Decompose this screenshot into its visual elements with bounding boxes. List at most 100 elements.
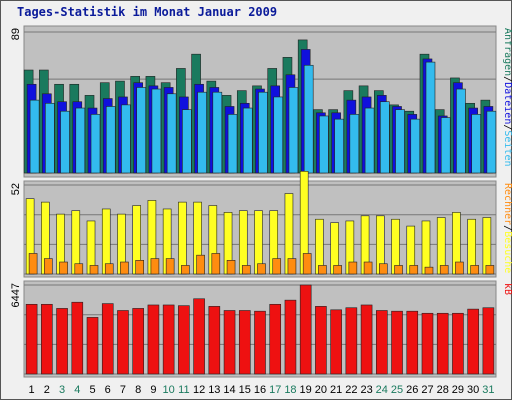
x-tick-label-day-22: 22 <box>345 384 357 396</box>
x-tick-label-day-1: 1 <box>29 384 35 396</box>
bar-seiten-day-16 <box>258 91 268 174</box>
bar-kb-day-28 <box>436 312 449 375</box>
bar-rechner-day-26 <box>409 265 419 275</box>
bar-rechner-day-4 <box>74 263 84 275</box>
bar-seiten-day-27 <box>425 61 436 174</box>
bottom-ymax-label: 6447 <box>10 283 22 307</box>
x-tick-label-day-5: 5 <box>89 384 95 396</box>
bar-seiten-day-3 <box>60 110 70 174</box>
legend-entry: Dateien <box>502 82 512 124</box>
bar-seiten-day-8 <box>136 87 146 174</box>
bar-rechner-day-7 <box>120 261 129 275</box>
bar-rechner-day-29 <box>455 261 464 275</box>
bar-seiten-day-5 <box>90 114 101 174</box>
bar-seiten-day-30 <box>471 114 481 174</box>
bar-kb-day-21 <box>330 309 342 375</box>
bar-kb-day-29 <box>452 312 464 375</box>
bar-rechner-day-18 <box>287 258 297 275</box>
bar-rechner-day-12 <box>196 254 205 275</box>
bar-seiten-day-18 <box>288 87 299 174</box>
x-tick-label-day-11: 11 <box>178 384 189 396</box>
bar-seiten-day-23 <box>364 107 375 174</box>
bar-rechner-day-22 <box>348 261 358 275</box>
bar-rechner-day-24 <box>379 263 388 275</box>
legend-entry: / <box>502 76 512 82</box>
bar-besuche-day-15 <box>238 210 248 275</box>
bar-rechner-day-6 <box>104 263 114 275</box>
top-ymax-label: 89 <box>10 28 22 40</box>
bar-kb-day-19 <box>299 284 312 375</box>
bar-rechner-day-27 <box>424 266 434 275</box>
legend-entry: / <box>502 124 512 130</box>
bar-kb-day-27 <box>421 312 434 375</box>
bar-kb-day-24 <box>376 310 388 375</box>
bar-kb-day-6 <box>101 303 114 375</box>
x-tick-label-day-28: 28 <box>437 384 449 396</box>
bar-kb-day-4 <box>71 301 84 375</box>
legend-entry: Rechner <box>502 183 512 225</box>
x-tick-label-day-2: 2 <box>44 384 50 396</box>
bar-rechner-day-14 <box>226 260 236 275</box>
bar-rechner-day-5 <box>89 265 99 275</box>
bar-rechner-day-10 <box>165 258 175 275</box>
bar-besuche-day-27 <box>421 220 431 275</box>
bar-kb-day-8 <box>132 308 144 375</box>
bar-rechner-day-21 <box>333 265 342 275</box>
bar-rechner-day-16 <box>257 263 266 275</box>
bar-kb-day-18 <box>284 299 297 375</box>
bar-seiten-day-12 <box>197 91 207 174</box>
bar-seiten-day-29 <box>456 88 466 174</box>
bar-seiten-day-4 <box>75 107 86 174</box>
x-tick-label-day-8: 8 <box>135 384 141 396</box>
x-tick-label-day-10: 10 <box>163 384 175 396</box>
bar-seiten-day-21 <box>334 118 344 174</box>
bar-kb-day-31 <box>482 307 495 375</box>
x-tick-label-day-18: 18 <box>284 384 296 396</box>
bar-rechner-day-23 <box>363 261 373 275</box>
x-tick-label-day-20: 20 <box>315 384 327 396</box>
bar-seiten-day-13 <box>212 91 223 174</box>
x-tick-label-day-13: 13 <box>208 384 220 396</box>
bar-seiten-day-22 <box>349 114 360 174</box>
bar-seiten-day-11 <box>182 109 192 174</box>
bar-kb-day-2 <box>41 303 53 375</box>
bar-seiten-day-6 <box>105 106 116 174</box>
bar-rechner-day-13 <box>211 253 221 275</box>
bar-rechner-day-19 <box>302 253 312 275</box>
bar-kb-day-20 <box>315 306 327 375</box>
bar-rechner-day-28 <box>439 265 449 275</box>
bar-kb-day-7 <box>117 310 129 375</box>
bar-rechner-day-31 <box>485 265 495 275</box>
bar-rechner-day-25 <box>394 265 403 275</box>
bar-rechner-day-15 <box>241 265 251 275</box>
x-tick-label-day-14: 14 <box>223 384 235 396</box>
legend-entry: Anfragen <box>502 28 512 76</box>
legend-entry: / <box>502 225 512 231</box>
x-tick-label-day-24: 24 <box>376 384 388 396</box>
x-tick-label-day-19: 19 <box>300 384 312 396</box>
bar-kb-day-23 <box>360 304 373 375</box>
bar-seiten-day-1 <box>29 99 40 174</box>
legend-entry: kB <box>502 283 512 295</box>
bar-rechner-day-20 <box>318 265 327 275</box>
x-tick-label-day-27: 27 <box>421 384 433 396</box>
bar-kb-day-13 <box>208 306 221 375</box>
bar-rechner-day-17 <box>272 258 282 275</box>
bar-seiten-day-31 <box>486 110 497 174</box>
x-tick-label-day-15: 15 <box>239 384 251 396</box>
x-tick-label-day-17: 17 <box>269 384 281 396</box>
bar-besuche-day-11 <box>178 201 187 275</box>
middle-legend: Rechner/Besuche <box>502 183 512 273</box>
bar-seiten-day-19 <box>303 64 314 174</box>
bar-kb-day-26 <box>406 310 419 375</box>
bar-kb-day-11 <box>178 305 190 375</box>
chart-title: Tages-Statistik im Monat Januar 2009 <box>17 5 278 19</box>
x-tick-label-day-6: 6 <box>105 384 111 396</box>
bar-rechner-day-11 <box>181 265 190 275</box>
bar-rechner-day-3 <box>59 261 68 275</box>
x-tick-label-day-26: 26 <box>406 384 418 396</box>
x-tick-label-day-3: 3 <box>59 384 65 396</box>
bar-kb-day-16 <box>254 310 266 375</box>
bar-seiten-day-25 <box>395 109 405 174</box>
bar-kb-day-17 <box>269 303 282 375</box>
